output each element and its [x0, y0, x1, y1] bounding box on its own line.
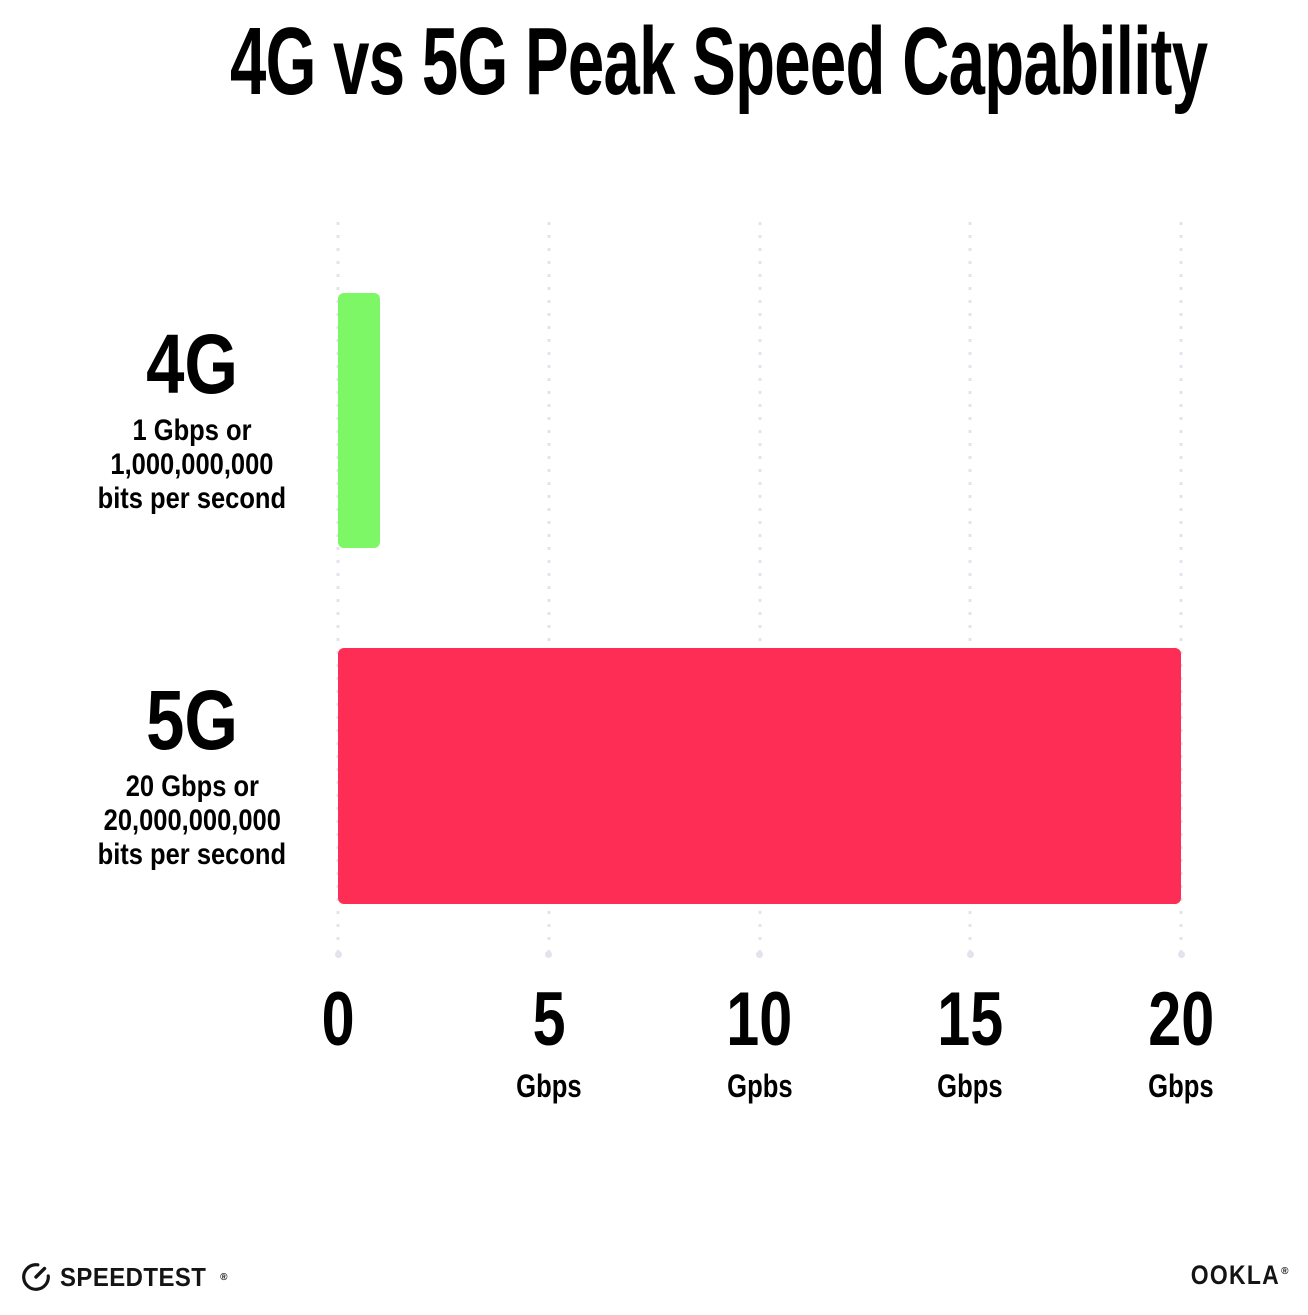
- speedtest-logo: SPEEDTEST ®: [20, 1261, 227, 1293]
- sublabel-line: 20 Gbps or: [32, 770, 352, 804]
- x-tick-0-number: 0: [198, 982, 478, 1058]
- gridline: [545, 222, 553, 958]
- category-label-4g: 4G 1 Gbps or 1,000,000,000 bits per seco…: [32, 322, 352, 516]
- sublabel-line-text: bits per second: [97, 482, 287, 515]
- gridline: [334, 222, 342, 958]
- sublabel-line: 1,000,000,000: [32, 448, 352, 482]
- sublabel-line: 20,000,000,000: [32, 804, 352, 838]
- ookla-logo: OOKLA®: [1175, 1260, 1290, 1291]
- x-tick-10-unit-text: Gpbs: [726, 1068, 793, 1104]
- x-tick-10-number-text: 10: [726, 977, 793, 1062]
- category-sublabel-5g: 20 Gbps or 20,000,000,000 bits per secon…: [32, 770, 352, 872]
- gridline: [966, 222, 974, 958]
- sublabel-line-text: 1,000,000,000: [110, 448, 274, 481]
- x-tick-20: 20 Gbps: [1041, 982, 1308, 1105]
- gridline-end-dot: [1177, 951, 1185, 958]
- footer: SPEEDTEST ® OOKLA®: [0, 1255, 1308, 1315]
- x-tick-15-unit: Gbps: [830, 1068, 1110, 1104]
- x-tick-20-number-text: 20: [1148, 977, 1214, 1062]
- speedtest-wordmark: SPEEDTEST: [60, 1262, 219, 1293]
- x-tick-20-unit: Gbps: [1041, 1068, 1308, 1104]
- gridline-end-dot: [966, 951, 974, 958]
- x-tick-5-number-text: 5: [532, 977, 566, 1062]
- x-tick-20-unit-text: Gbps: [1148, 1068, 1214, 1104]
- category-name-4g-text: 4G: [146, 317, 238, 411]
- speedtest-gauge-icon: [22, 1263, 50, 1291]
- bar-5g: [338, 648, 1181, 904]
- chart-title: 4G vs 5G Peak Speed Capability: [0, 14, 1308, 110]
- sublabel-line-text: bits per second: [97, 838, 287, 871]
- x-tick-10-unit: Gpbs: [620, 1068, 900, 1104]
- category-name-5g-text: 5G: [146, 673, 238, 767]
- x-tick-15-number: 15: [830, 982, 1110, 1058]
- gridline-end-dot: [545, 951, 553, 958]
- sublabel-line-text: 20 Gbps or: [125, 770, 259, 803]
- gridline-end-dot: [756, 951, 763, 958]
- sublabel-line: 1 Gbps or: [32, 414, 352, 448]
- category-label-5g: 5G 20 Gbps or 20,000,000,000 bits per se…: [32, 678, 352, 872]
- x-axis: 0 5 Gbps 10 Gpbs 15 Gbps 20 Gbps: [322, 982, 1214, 1112]
- category-name-5g: 5G: [32, 678, 352, 762]
- x-tick-10-number: 10: [620, 982, 900, 1058]
- x-tick-5: 5 Gbps: [409, 982, 689, 1105]
- gridline: [1177, 222, 1185, 958]
- x-tick-5-unit: Gbps: [409, 1068, 689, 1104]
- chart-title-text: 4G vs 5G Peak Speed Capability: [229, 8, 1208, 115]
- gridline: [756, 222, 763, 958]
- speedtest-wordmark-text: SPEEDTEST: [60, 1261, 207, 1292]
- x-tick-20-number: 20: [1041, 982, 1308, 1058]
- sublabel-line-text: 20,000,000,000: [103, 804, 281, 837]
- category-name-4g: 4G: [32, 322, 352, 406]
- x-tick-10: 10 Gpbs: [620, 982, 900, 1105]
- ookla-trademark: ®: [1281, 1266, 1290, 1277]
- category-sublabel-4g: 1 Gbps or 1,000,000,000 bits per second: [32, 414, 352, 516]
- x-tick-5-number: 5: [409, 982, 689, 1058]
- sublabel-line-text: 1 Gbps or: [132, 414, 252, 447]
- x-tick-15-unit-text: Gbps: [937, 1068, 1003, 1104]
- x-tick-15: 15 Gbps: [830, 982, 1110, 1105]
- x-tick-0: 0: [198, 982, 478, 1104]
- sublabel-line: bits per second: [32, 838, 352, 872]
- x-tick-15-number-text: 15: [937, 977, 1004, 1062]
- x-tick-5-unit-text: Gbps: [516, 1068, 582, 1104]
- plot-area: [334, 222, 1185, 958]
- speedtest-trademark: ®: [220, 1271, 228, 1283]
- gridline-end-dot: [334, 951, 342, 958]
- x-tick-0-number-text: 0: [321, 977, 355, 1062]
- sublabel-line: bits per second: [32, 482, 352, 516]
- bar-4g: [338, 293, 381, 548]
- ookla-wordmark-text: OOKLA: [1190, 1260, 1281, 1290]
